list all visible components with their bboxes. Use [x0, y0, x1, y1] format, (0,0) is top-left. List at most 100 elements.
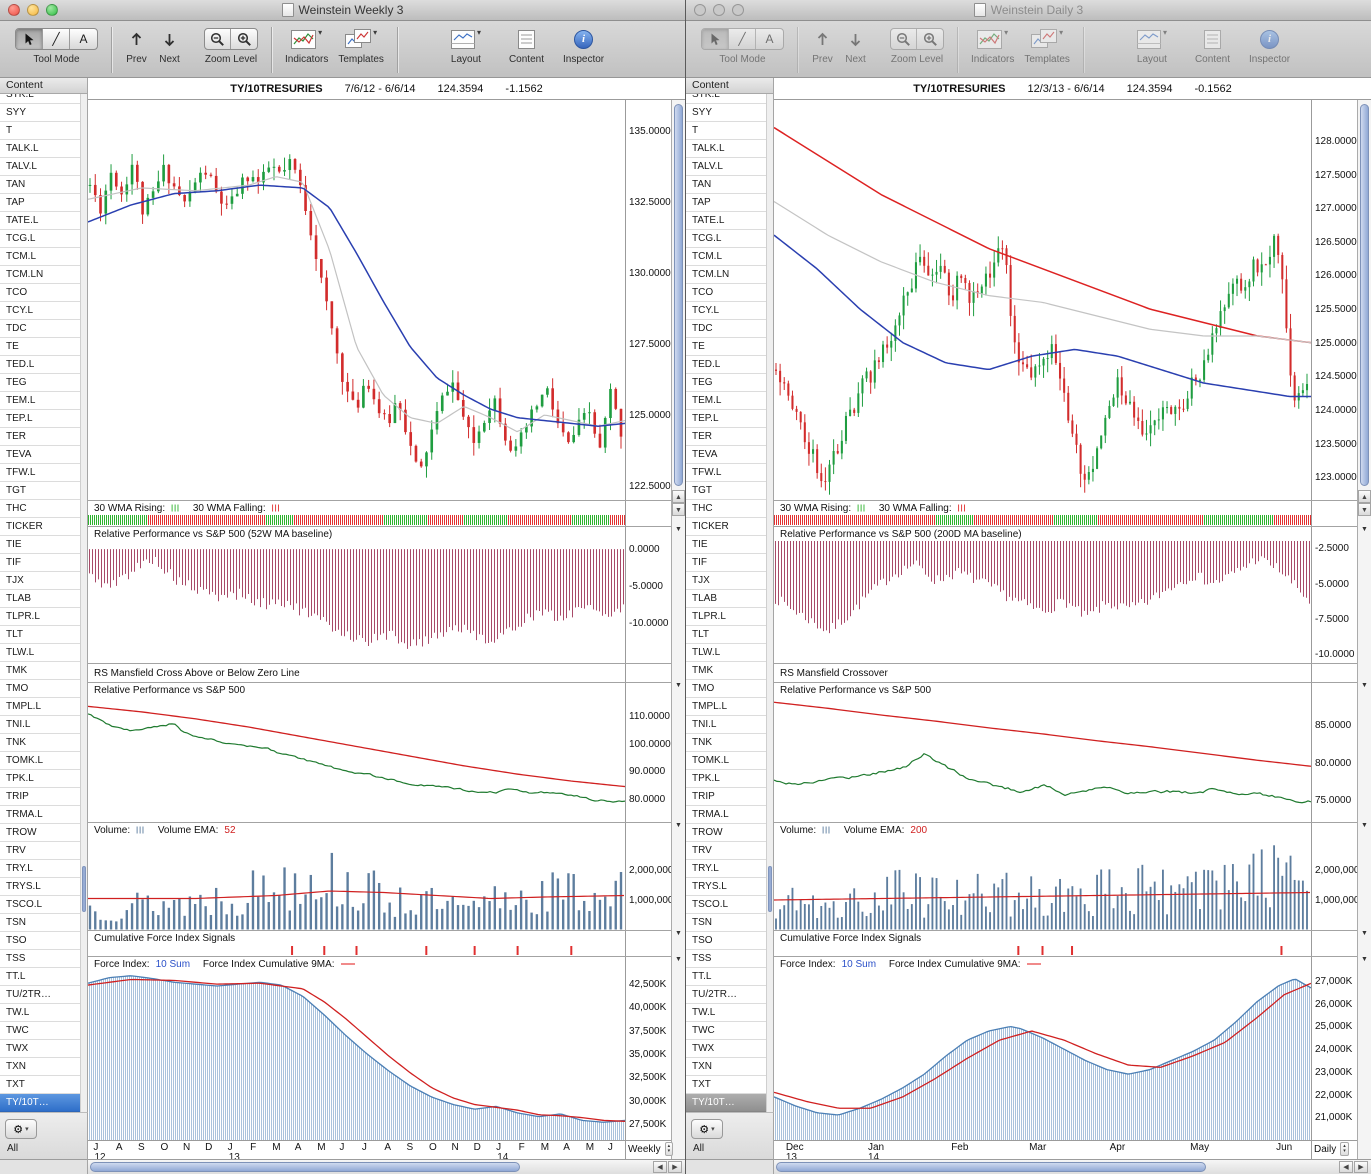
ticker-row[interactable]: TE	[686, 338, 773, 356]
ticker-row[interactable]: TLW.L	[0, 644, 87, 662]
ticker-row[interactable]: TWC	[686, 1022, 773, 1040]
ticker-row[interactable]: TJX	[686, 572, 773, 590]
ticker-row[interactable]: TPK.L	[686, 770, 773, 788]
ticker-row[interactable]: TAP	[686, 194, 773, 212]
scrollbar-thumb[interactable]	[776, 1162, 1206, 1172]
inspector-button[interactable]: i	[569, 28, 598, 50]
tool-line-button[interactable]: ╱	[43, 29, 70, 49]
ticker-row[interactable]: TSS	[686, 950, 773, 968]
ticker-row[interactable]: TALK.L	[0, 140, 87, 158]
ticker-row[interactable]: TAN	[0, 176, 87, 194]
ticker-row[interactable]: TXT	[0, 1076, 87, 1094]
ticker-row[interactable]: TROW	[686, 824, 773, 842]
indicators-button[interactable]: ▾	[286, 28, 327, 50]
sidebar-scrollbar[interactable]	[80, 94, 87, 1112]
cfi-signals-canvas[interactable]	[774, 945, 1311, 956]
close-button[interactable]	[8, 4, 20, 16]
panel-collapse-icon[interactable]: ▼	[1361, 930, 1368, 937]
ticker-row[interactable]: TCM.L	[0, 248, 87, 266]
ticker-row[interactable]: TNI.L	[0, 716, 87, 734]
ticker-row[interactable]: TXN	[686, 1058, 773, 1076]
layout-button[interactable]: ▾	[446, 28, 486, 50]
ticker-row[interactable]: TIF	[686, 554, 773, 572]
ticker-row[interactable]: TRYS.L	[0, 878, 87, 896]
ticker-row[interactable]: TE	[0, 338, 87, 356]
rp-histogram-canvas[interactable]	[88, 541, 625, 663]
scrollbar-thumb[interactable]	[90, 1162, 520, 1172]
price-chart-canvas[interactable]	[88, 100, 625, 500]
ticker-row[interactable]: TATE.L	[686, 212, 773, 230]
ticker-row[interactable]: TDC	[0, 320, 87, 338]
ticker-row[interactable]: TIE	[0, 536, 87, 554]
ticker-row[interactable]: TSO	[686, 932, 773, 950]
ticker-row[interactable]: TRY.L	[686, 860, 773, 878]
zoom-in-button[interactable]	[917, 29, 943, 49]
panel-collapse-icon[interactable]: ▼	[1361, 682, 1368, 689]
chart-vertical-scrollbar[interactable]: ▲ ▼ ▼ ▼ ▼ ▼ ▼	[671, 100, 685, 1159]
tool-line-button[interactable]: ╱	[729, 29, 756, 49]
zoom-window-button[interactable]	[46, 4, 58, 16]
ticker-row[interactable]: TALV.L	[686, 158, 773, 176]
ticker-row[interactable]: TLAB	[0, 590, 87, 608]
scroll-right-button[interactable]: ▶	[1354, 1161, 1368, 1173]
prev-button[interactable]	[811, 28, 834, 50]
close-button[interactable]	[694, 4, 706, 16]
ticker-row[interactable]: TSS	[0, 950, 87, 968]
panel-collapse-icon[interactable]: ▼	[675, 682, 682, 689]
ticker-row[interactable]: TT.L	[0, 968, 87, 986]
ticker-row[interactable]: TEVA	[686, 446, 773, 464]
volume-canvas[interactable]	[88, 840, 625, 930]
ticker-row[interactable]: TCG.L	[686, 230, 773, 248]
ticker-row[interactable]: TRYS.L	[686, 878, 773, 896]
zoom-window-button[interactable]	[732, 4, 744, 16]
periodicity-stepper[interactable]: ▴ ▾	[1340, 1142, 1349, 1156]
content-button[interactable]	[1199, 28, 1226, 50]
ticker-row[interactable]: TATE.L	[0, 212, 87, 230]
scroll-down-button[interactable]: ▼	[1358, 503, 1371, 516]
ticker-row[interactable]: TSCO.L	[0, 896, 87, 914]
force-index-canvas[interactable]	[88, 972, 625, 1140]
ticker-row[interactable]: TICKER	[686, 518, 773, 536]
ticker-row[interactable]: TCM.LN	[686, 266, 773, 284]
ticker-row[interactable]: TU/2TR…	[686, 986, 773, 1004]
ticker-row[interactable]: TLPR.L	[686, 608, 773, 626]
scroll-up-button[interactable]: ▲	[672, 490, 685, 503]
ticker-row[interactable]: TSCO.L	[686, 896, 773, 914]
titlebar[interactable]: Weinstein Daily 3	[686, 0, 1371, 21]
ticker-row[interactable]: TFW.L	[0, 464, 87, 482]
chart-vertical-scrollbar[interactable]: ▲ ▼ ▼ ▼ ▼ ▼ ▼	[1357, 100, 1371, 1159]
ticker-row[interactable]: TMO	[686, 680, 773, 698]
scrollbar-thumb[interactable]	[1360, 104, 1369, 486]
rp-lines-canvas[interactable]	[88, 700, 625, 822]
ticker-row[interactable]: TDC	[686, 320, 773, 338]
ticker-row[interactable]: TEM.L	[0, 392, 87, 410]
ticker-row[interactable]: TEM.L	[686, 392, 773, 410]
scroll-down-button[interactable]: ▼	[672, 503, 685, 516]
ticker-row[interactable]: TRV	[686, 842, 773, 860]
panel-collapse-icon[interactable]: ▼	[675, 822, 682, 829]
content-button[interactable]	[513, 28, 540, 50]
panel-collapse-icon[interactable]: ▼	[1361, 526, 1368, 533]
layout-button[interactable]: ▾	[1132, 28, 1172, 50]
ticker-row[interactable]: STK.L	[686, 94, 773, 104]
price-chart-canvas[interactable]	[774, 100, 1311, 500]
ticker-row[interactable]: TLT	[0, 626, 87, 644]
wma-signal-strip-canvas[interactable]	[88, 514, 625, 526]
ticker-row[interactable]: TWX	[686, 1040, 773, 1058]
ticker-row[interactable]: TSN	[0, 914, 87, 932]
zoom-in-button[interactable]	[231, 29, 257, 49]
ticker-row[interactable]: TRIP	[0, 788, 87, 806]
templates-button[interactable]: ▾	[340, 28, 382, 50]
scrollbar-thumb[interactable]	[82, 866, 86, 912]
ticker-row[interactable]: TU/2TR…	[0, 986, 87, 1004]
wma-signal-strip-canvas[interactable]	[774, 514, 1311, 526]
ticker-row[interactable]: TMO	[0, 680, 87, 698]
ticker-row[interactable]: TEG	[686, 374, 773, 392]
ticker-row[interactable]: TMK	[0, 662, 87, 680]
ticker-row[interactable]: TNK	[0, 734, 87, 752]
ticker-row[interactable]: TGT	[0, 482, 87, 500]
ticker-row[interactable]: TFW.L	[686, 464, 773, 482]
ticker-row[interactable]: TCO	[0, 284, 87, 302]
ticker-row[interactable]: TAN	[686, 176, 773, 194]
ticker-row[interactable]: TALK.L	[686, 140, 773, 158]
